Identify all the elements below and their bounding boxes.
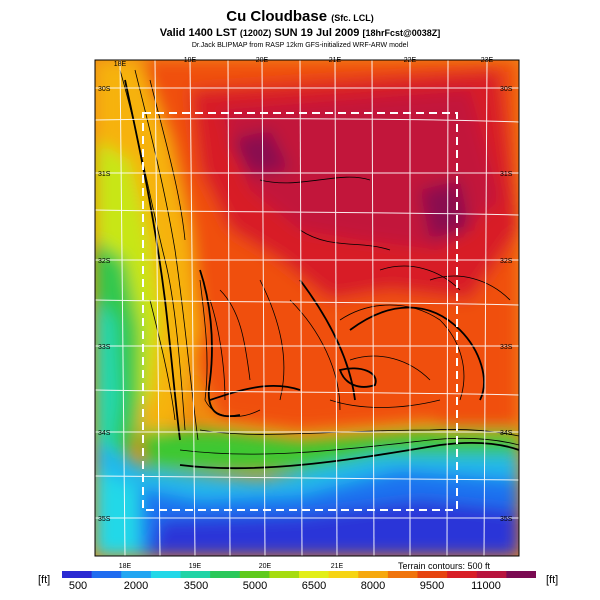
map-title: Cu Cloudbase (Sfc. LCL) [226,8,374,25]
colorbar-swatch [210,571,241,578]
terrain-contours [119,69,519,455]
lat-label-right: 31S [500,171,513,178]
lon-label-bottom: 19E [189,563,202,570]
colorbar-tick-label: 11000 [471,580,501,592]
lat-label-left: 35S [98,516,111,523]
colorbar [62,571,536,578]
major-contours [124,79,519,470]
colorbar-unit-left: [ft] [38,574,51,586]
lon-label-top: 21E [329,57,342,64]
colorbar-swatch [328,571,359,578]
lon-label-top: 22E [404,57,417,64]
colorbar-swatch [447,571,478,578]
lon-label-top: 20E [256,57,269,64]
lat-label-left: 32S [98,258,111,265]
lat-label-left: 31S [98,171,111,178]
colorbar-swatch [121,571,152,578]
colorbar-swatch [476,571,507,578]
colorbar-tick-label: 500 [68,580,88,592]
lat-label-right: 33S [500,344,513,351]
colorbar-swatch [150,571,181,578]
colorbar-swatch [62,571,93,578]
lon-label-top: 23E [481,57,494,64]
colorbar-swatch [506,571,536,578]
colorbar-unit-right: [ft] [546,574,559,586]
inner-domain-box [142,112,458,511]
colorbar-tick-label: 2000 [123,580,149,592]
colorbar-swatch [91,571,122,578]
cloudbase-field [95,60,519,556]
map-frame [94,59,520,557]
colorbar-tick-label: 9500 [419,580,445,592]
lon-label-top: 19E [184,57,197,64]
lat-label-right: 30S [500,86,513,93]
colorbar-swatch [358,571,389,578]
colorbar-swatch [299,571,330,578]
colorbar-tick-label: 8000 [360,580,386,592]
colorbar-tick-label: 3500 [183,580,209,592]
lon-label-bottom: 18E [119,563,132,570]
colorbar-swatch [180,571,211,578]
valid-time-line: Valid 1400 LST (1200Z) SUN 19 Jul 2009 [… [159,27,441,39]
colorbar-swatch [417,571,448,578]
colorbar-tick-label: 6500 [301,580,327,592]
lon-label-top: 18E [114,61,127,68]
model-credit: Dr.Jack BLIPMAP from RASP 12km GFS-initi… [191,42,409,49]
colorbar-tick-label: 5000 [242,580,268,592]
lat-label-right: 34S [500,430,513,437]
lat-label-left: 34S [98,430,111,437]
lat-label-left: 33S [98,344,111,351]
lon-label-bottom: 21E [331,563,344,570]
lat-label-left: 30S [98,86,111,93]
colorbar-swatch [387,571,418,578]
colorbar-swatch [269,571,300,578]
lon-label-bottom: 20E [259,563,272,570]
lat-label-right: 32S [500,258,513,265]
lat-label-right: 35S [500,516,513,523]
terrain-contour-note: Terrain contours: 500 ft [398,561,491,571]
colorbar-swatch [239,571,270,578]
